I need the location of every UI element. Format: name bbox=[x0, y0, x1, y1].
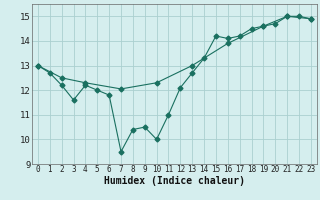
X-axis label: Humidex (Indice chaleur): Humidex (Indice chaleur) bbox=[104, 176, 245, 186]
